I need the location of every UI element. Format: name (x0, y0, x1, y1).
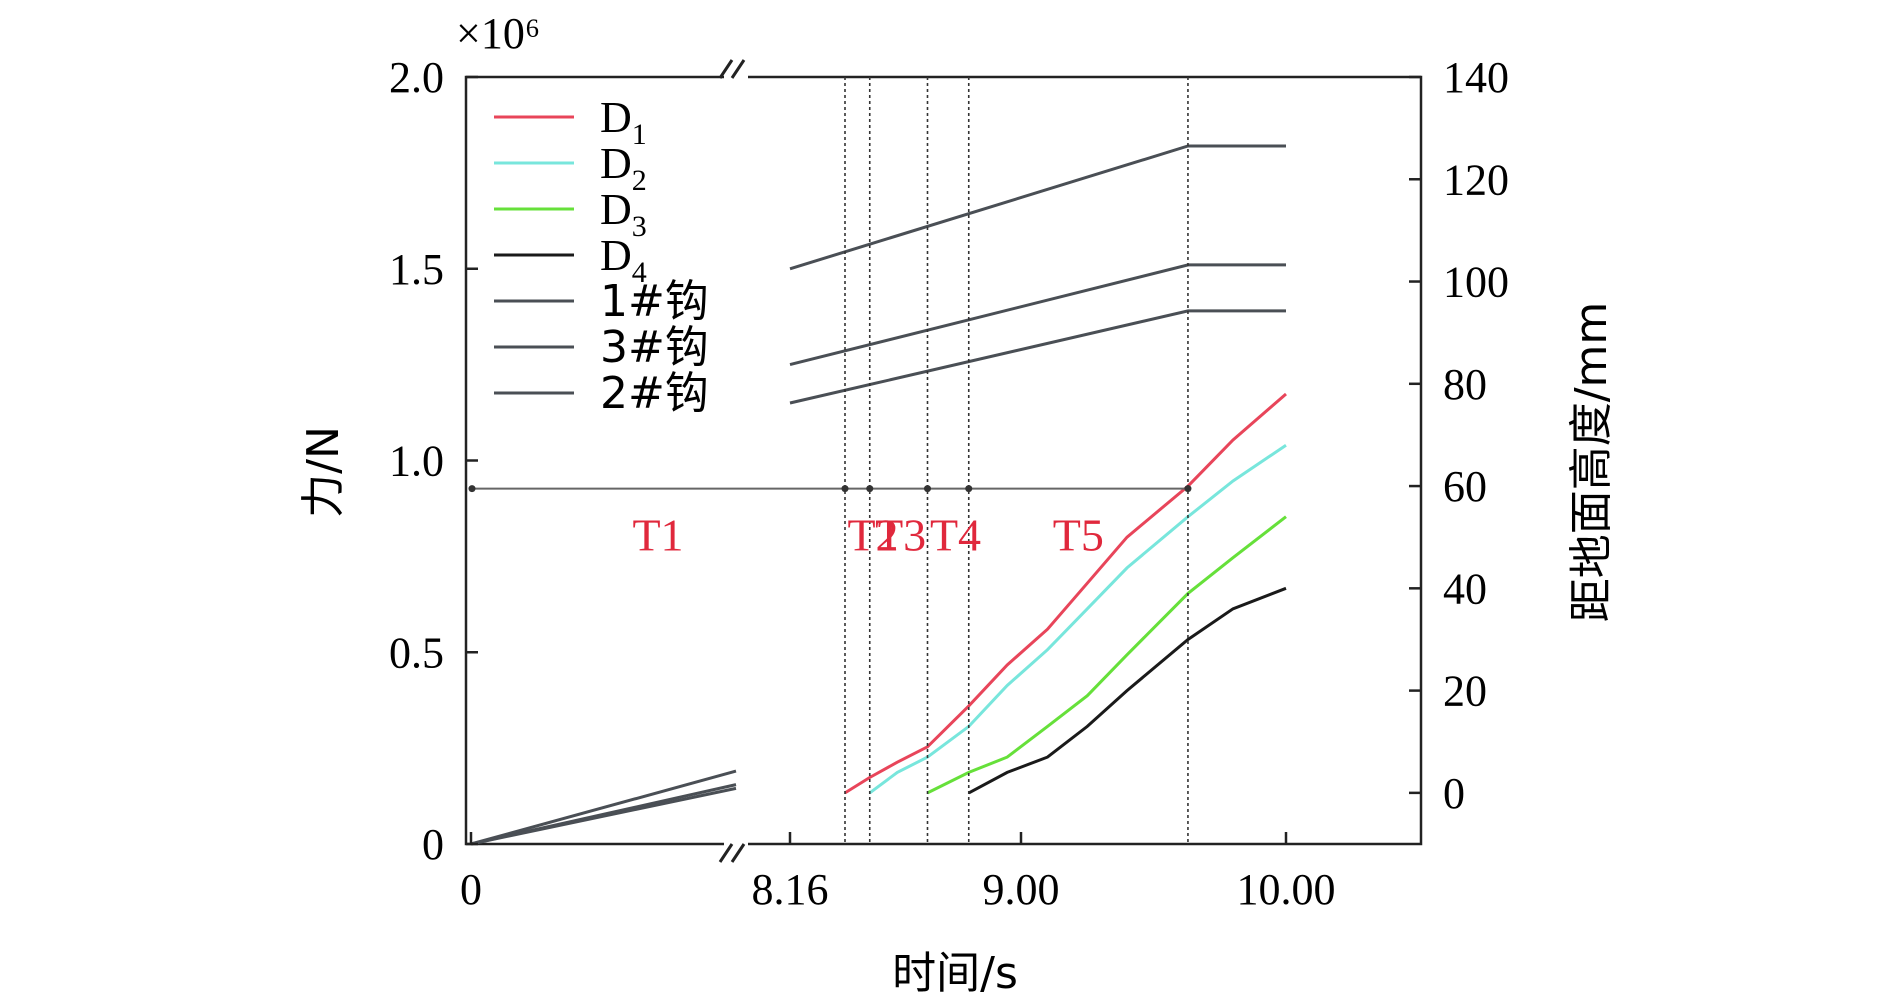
right-tick-label: 0 (1443, 769, 1465, 818)
right-tick-label: 140 (1443, 53, 1509, 102)
axis-break-mark (718, 843, 734, 863)
legend-subscript: 4 (632, 256, 647, 289)
phase-label: T3 (875, 510, 926, 561)
phase-label: T2 (847, 510, 898, 561)
multiplier-label: ×10⁶ (456, 9, 540, 58)
phase-arrow-marker (841, 485, 849, 493)
left-tick-label: 2.0 (389, 53, 444, 102)
legend-subscript: 1 (632, 118, 647, 151)
legend-label: 2#钩 (600, 368, 709, 419)
phase-arrow-marker (866, 485, 874, 493)
left-tick-label: 1.5 (389, 245, 444, 294)
series-line-1#钩 (470, 769, 737, 846)
left-tick-label: 0 (422, 820, 444, 869)
axis-break-mark (730, 59, 746, 79)
legend-subscript: 3 (632, 210, 647, 243)
x-tick-label: 0 (460, 865, 482, 914)
series-line-D1 (844, 392, 1287, 795)
legend-label: 3#钩 (600, 322, 709, 373)
phase-label: T5 (1053, 510, 1104, 561)
right-axis-title: 距地面高度/mm (1566, 302, 1617, 623)
x-axis-title: 时间/s (892, 948, 1018, 992)
phase-arrow-marker (1184, 485, 1192, 493)
phase-arrow-marker (924, 485, 931, 493)
right-tick-label: 40 (1443, 564, 1487, 613)
series-line-3#钩 (789, 263, 1286, 367)
legend-label: 1#钩 (600, 276, 709, 327)
left-tick-label: 0.5 (389, 628, 444, 677)
series-line-2#钩 (470, 786, 737, 846)
right-tick-label: 80 (1443, 360, 1487, 409)
series-line-1#钩 (789, 144, 1286, 271)
phase-arrow-marker (965, 485, 973, 493)
left-axis-title: 力/N (298, 426, 349, 518)
phase-arrow-marker (468, 485, 476, 493)
right-tick-label: 60 (1443, 462, 1487, 511)
axis-break-mark (730, 843, 746, 863)
series-line-D4 (968, 586, 1287, 795)
series-line-D2 (868, 443, 1287, 795)
phase-label: T1 (632, 510, 683, 561)
right-tick-label: 20 (1443, 667, 1487, 716)
axis-break-mark (718, 59, 734, 79)
phase-label: T4 (930, 510, 981, 561)
x-tick-label: 8.16 (752, 865, 829, 914)
x-tick-label: 9.00 (983, 865, 1060, 914)
series-line-D3 (926, 515, 1287, 795)
right-tick-label: 120 (1443, 155, 1509, 204)
x-tick-label: 10.00 (1237, 865, 1336, 914)
legend-subscript: 2 (632, 164, 647, 197)
series-line-2#钩 (789, 309, 1286, 405)
left-tick-label: 1.0 (389, 437, 444, 486)
right-tick-label: 100 (1443, 258, 1509, 307)
